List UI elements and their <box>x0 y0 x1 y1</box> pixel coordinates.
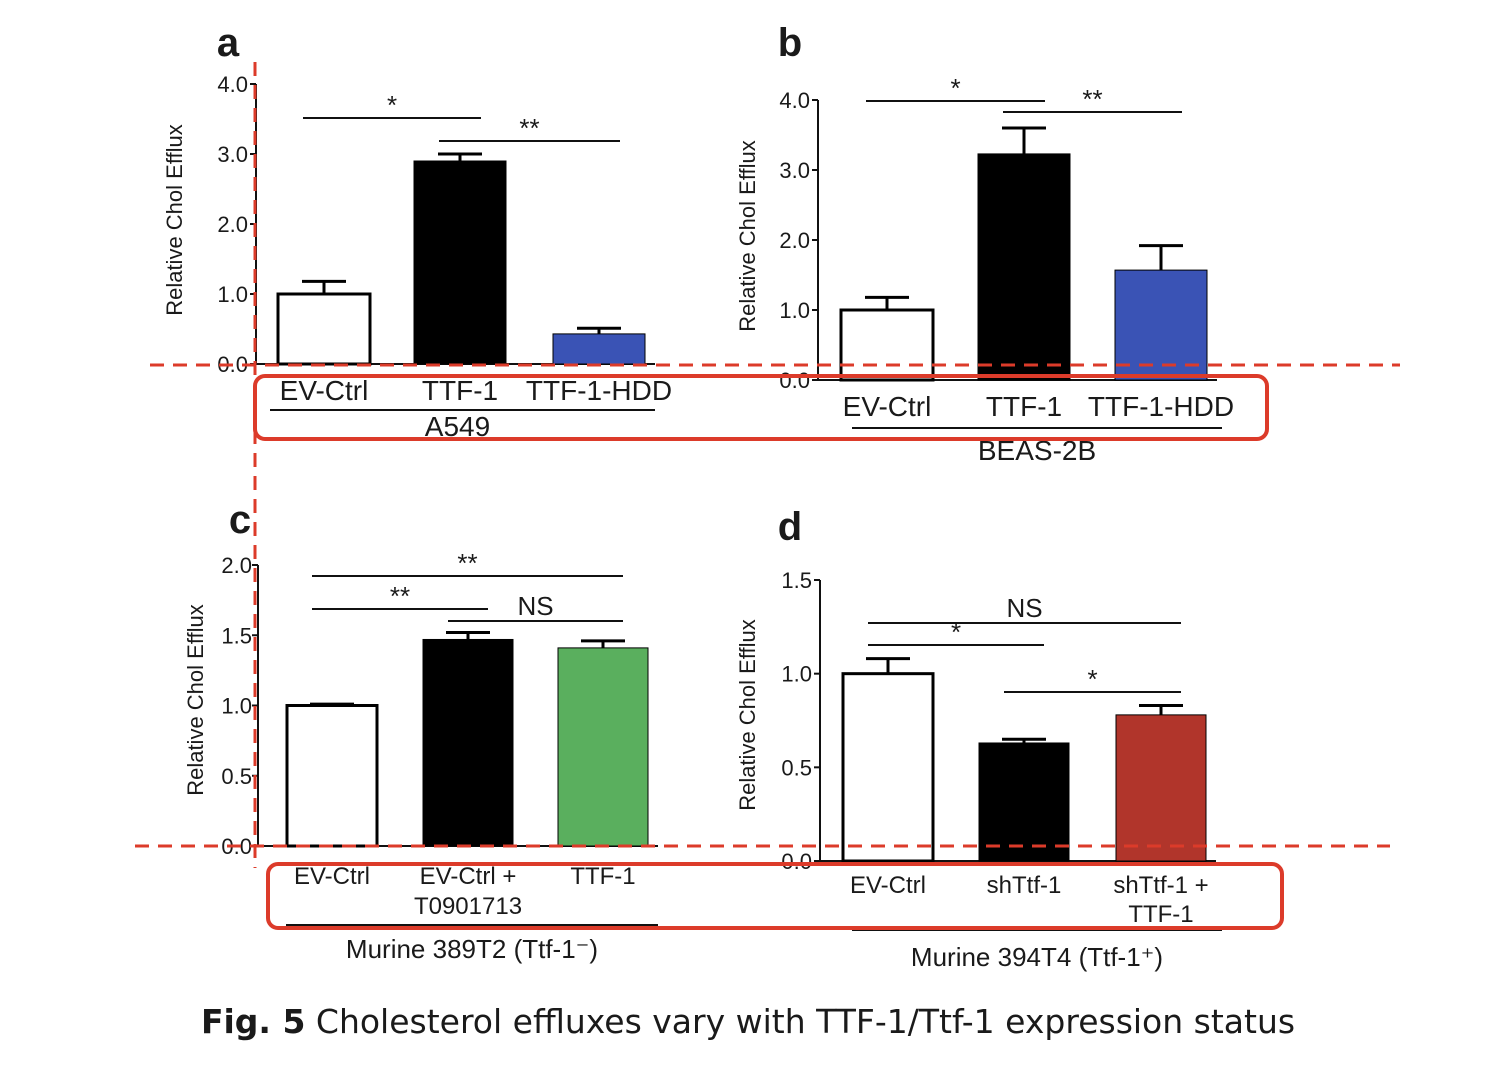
significance-label: * <box>951 617 961 647</box>
bar <box>413 160 507 365</box>
panel-letter: b <box>778 21 802 65</box>
y-tick-label: 0.0 <box>781 849 812 874</box>
bar <box>1114 269 1208 381</box>
significance-label: ** <box>519 113 539 143</box>
bar <box>422 638 514 847</box>
category-label: TTF-1-HDD <box>526 375 672 406</box>
category-label: EV-Ctrl <box>280 375 369 406</box>
bar <box>552 333 646 365</box>
panel-d: d 0.0 0.5 1.0 1.5 Relative Chol Efflux EV-Ctrl… <box>735 505 1222 972</box>
category-label: T0901713 <box>414 893 522 920</box>
y-tick-label: 1.0 <box>779 298 810 323</box>
significance-label: ** <box>390 581 410 611</box>
highlight-box-bottom <box>266 862 1284 930</box>
y-tick-label: 4.0 <box>217 72 248 97</box>
panel-letter: a <box>217 21 240 65</box>
bar <box>977 153 1071 381</box>
y-tick-label: 1.0 <box>781 662 812 687</box>
red-annotations <box>135 62 1400 930</box>
panel-b: b 0.0 1.0 2.0 3.0 4.0 Relative Chol Efflux EV-C… <box>735 21 1234 466</box>
category-label: shTtf-1 <box>987 872 1062 899</box>
y-tick-label: 4.0 <box>779 88 810 113</box>
y-tick-label: 2.0 <box>217 212 248 237</box>
significance-label: * <box>950 73 960 103</box>
bar <box>841 672 935 863</box>
bar <box>285 704 379 848</box>
significance-label: NS <box>517 591 553 621</box>
bar <box>1115 714 1207 862</box>
y-tick-label: 2.0 <box>221 553 252 578</box>
category-label: TTF-1-HDD <box>1088 391 1234 422</box>
significance-label: NS <box>1006 593 1042 623</box>
highlight-box-top <box>253 374 1269 441</box>
y-tick-label: 3.0 <box>779 158 810 183</box>
category-label: shTtf-1 + <box>1113 872 1208 899</box>
category-label: EV-Ctrl <box>294 863 370 890</box>
caption-text: Cholesterol effluxes vary with TTF-1/Ttf… <box>315 1002 1296 1041</box>
y-axis-label: Relative Chol Efflux <box>183 604 208 796</box>
category-label: TTF-1 <box>422 375 498 406</box>
y-tick-label: 3.0 <box>217 142 248 167</box>
y-tick-label: 1.5 <box>221 623 252 648</box>
y-tick-label: 0.5 <box>781 755 812 780</box>
caption-label: Fig. 5 <box>200 1002 306 1041</box>
bar <box>839 308 935 382</box>
category-label: TTF-1 <box>1128 901 1193 928</box>
significance-label: * <box>1087 664 1097 694</box>
y-axis-label: Relative Chol Efflux <box>162 124 187 316</box>
panel-letter: c <box>229 498 251 542</box>
x-axis-label: Murine 394T4 (Ttf-1⁺) <box>911 942 1163 972</box>
y-tick-label: 0.5 <box>221 764 252 789</box>
significance-label: ** <box>1082 84 1102 114</box>
figure-caption: Fig. 5 Cholesterol effluxes vary with TT… <box>0 1002 1496 1041</box>
y-tick-label: 2.0 <box>779 228 810 253</box>
panel-letter: d <box>778 505 802 549</box>
category-label: TTF-1 <box>570 863 635 890</box>
significance-label: ** <box>457 548 477 578</box>
y-tick-label: 0.0 <box>779 368 810 393</box>
y-tick-label: 1.0 <box>221 694 252 719</box>
category-label: EV-Ctrl + <box>420 863 517 890</box>
y-tick-label: 1.5 <box>781 568 812 593</box>
bar <box>557 647 649 847</box>
x-axis-label: Murine 389T2 (Ttf-1⁻) <box>346 934 598 964</box>
category-label: EV-Ctrl <box>850 872 926 899</box>
x-axis-label: A549 <box>425 411 490 442</box>
significance-label: * <box>387 90 397 120</box>
category-label: TTF-1 <box>986 391 1062 422</box>
y-axis-label: Relative Chol Efflux <box>735 619 760 811</box>
bar <box>276 292 372 366</box>
category-label: EV-Ctrl <box>843 391 932 422</box>
y-axis-label: Relative Chol Efflux <box>735 140 760 332</box>
y-tick-label: 1.0 <box>217 282 248 307</box>
bar <box>978 742 1070 862</box>
